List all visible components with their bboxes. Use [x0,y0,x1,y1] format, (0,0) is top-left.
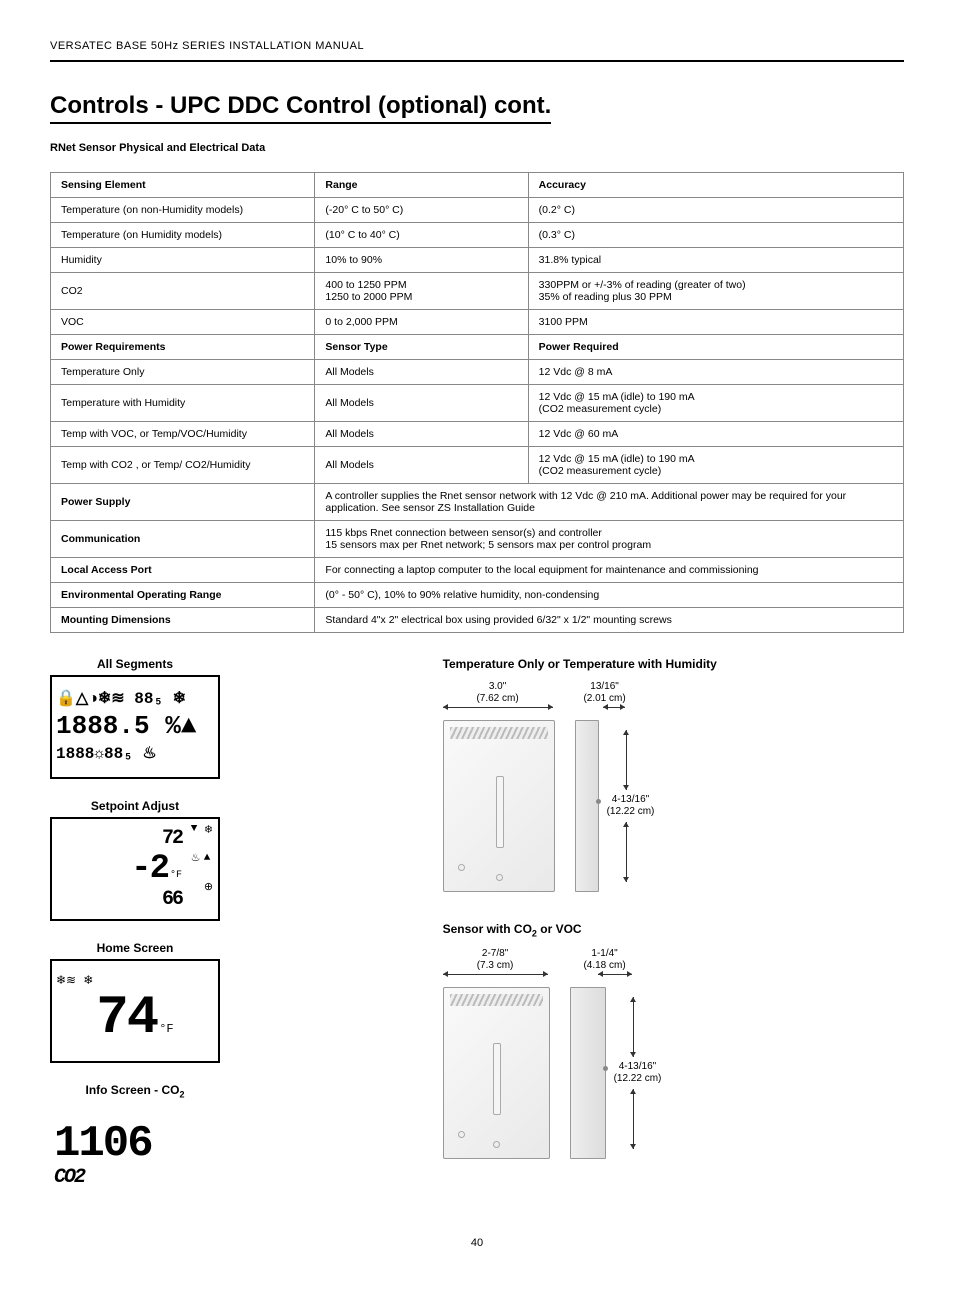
table-row: Temperature with HumidityAll Models12 Vd… [51,385,904,422]
dim-arrow-icon [626,730,635,790]
table-header-row: Sensing Element Range Accuracy [51,173,904,198]
lcd-info-co2: Info Screen - CO2 1106 CO2 [50,1083,220,1207]
lcd-title: Home Screen [50,941,220,955]
table-row: Mounting DimensionsStandard 4"x 2" elect… [51,608,904,633]
dim-title-2: Sensor with CO2 or VOC [443,922,904,938]
dim-arrow-icon [633,997,642,1057]
device-front-face [443,720,555,892]
page-number: 40 [50,1237,904,1249]
lcd-title: Setpoint Adjust [50,799,220,813]
setpoint-top: 72 [131,827,182,850]
home-unit: °F [159,1022,173,1036]
lcd-all-segments: All Segments 🔒△◑❄≋ 88₅ ❄ 1888.5 %▲ 1888☼… [50,657,220,779]
setpoint-unit: °F [170,870,182,881]
table-row: CO2400 to 1250 PPM 1250 to 2000 PPM330PP… [51,273,904,310]
table-row: Communication115 kbps Rnet connection be… [51,521,904,558]
section-subheading: RNet Sensor Physical and Electrical Data [50,142,904,154]
table-row: Temperature (on Humidity models)(10° C t… [51,223,904,248]
lcd-title: All Segments [50,657,220,671]
dim-height-label: 4-13/16" (12.22 cm) [614,1061,662,1085]
device-diagram-2: 2-7/8" (7.3 cm) 1-1/4" (4.18 cm) 4-13/16… [443,948,904,1159]
info-label: CO2 [54,1166,216,1189]
table-header-row: Power Requirements Sensor Type Power Req… [51,335,904,360]
th-sensing-element: Sensing Element [51,173,315,198]
device-diagram-1: 3.0" (7.62 cm) 13/16" (2.01 cm) 4-13/16"… [443,681,904,892]
info-value: 1106 [54,1122,216,1166]
device-front-face [443,987,550,1159]
th-power-req: Power Requirements [51,335,315,360]
dim-arrow-icon [598,974,632,983]
page-title: Controls - UPC DDC Control (optional) co… [50,92,551,124]
dim-thickness-label: 1-1/4" (4.18 cm) [570,948,640,972]
device-side-face [570,987,606,1159]
setpoint-mid: -2 [131,850,168,888]
dimension-diagrams: Temperature Only or Temperature with Hum… [443,657,904,1207]
dim-thickness-label: 13/16" (2.01 cm) [575,681,635,705]
dim-width-label: 3.0" (7.62 cm) [443,681,553,705]
rnet-sensor-table: Sensing Element Range Accuracy Temperatu… [50,172,904,633]
dim-width-label: 2-7/8" (7.3 cm) [443,948,548,972]
manual-header: VERSATEC BASE 50Hz SERIES INSTALLATION M… [50,40,904,62]
table-row: VOC0 to 2,000 PPM3100 PPM [51,310,904,335]
dim-arrow-icon [633,1089,642,1149]
setpoint-bot: 66 [131,888,182,911]
th-power-required: Power Required [528,335,903,360]
dim-arrow-icon [626,822,635,882]
lcd-title: Info Screen - CO2 [50,1083,220,1099]
table-row: Temp with VOC, or Temp/VOC/HumidityAll M… [51,422,904,447]
table-row: Humidity10% to 90%31.8% typical [51,248,904,273]
dim-title-1: Temperature Only or Temperature with Hum… [443,657,904,671]
setpoint-side-icons: ❄ ▲ ⊕ ▼ ♨ [188,823,214,915]
th-range: Range [315,173,528,198]
lcd-line: 1888.5 %▲ [56,710,214,744]
table-row: Temperature (on non-Humidity models)(-20… [51,198,904,223]
home-value: 74 [96,988,157,1049]
table-row: Environmental Operating Range(0° - 50° C… [51,583,904,608]
dim-arrow-icon [443,707,553,716]
table-row: Temperature OnlyAll Models12 Vdc @ 8 mA [51,360,904,385]
dim-arrow-icon [603,707,625,716]
dim-height-label: 4-13/16" (12.22 cm) [607,794,655,818]
table-row: Power Supply A controller supplies the R… [51,484,904,521]
lcd-line: 🔒△◑❄≋ 88₅ ❄ [56,689,214,710]
device-side-face [575,720,599,892]
table-row: Temp with CO2 , or Temp/ CO2/HumidityAll… [51,447,904,484]
th-sensor-type: Sensor Type [315,335,528,360]
lcd-line: 1888☼88₅ ♨ [56,744,214,765]
home-icons: ❄≋ ❄ [56,973,214,988]
table-row: Local Access PortFor connecting a laptop… [51,558,904,583]
lcd-setpoint-adjust: Setpoint Adjust 72 -2 °F 66 ❄ ▲ ⊕ ▼ ♨ [50,799,220,921]
lcd-screens-group: All Segments 🔒△◑❄≋ 88₅ ❄ 1888.5 %▲ 1888☼… [50,657,413,1207]
dim-arrow-icon [443,974,548,983]
lcd-home-screen: Home Screen ❄≋ ❄ 74 °F [50,941,220,1063]
th-accuracy: Accuracy [528,173,903,198]
